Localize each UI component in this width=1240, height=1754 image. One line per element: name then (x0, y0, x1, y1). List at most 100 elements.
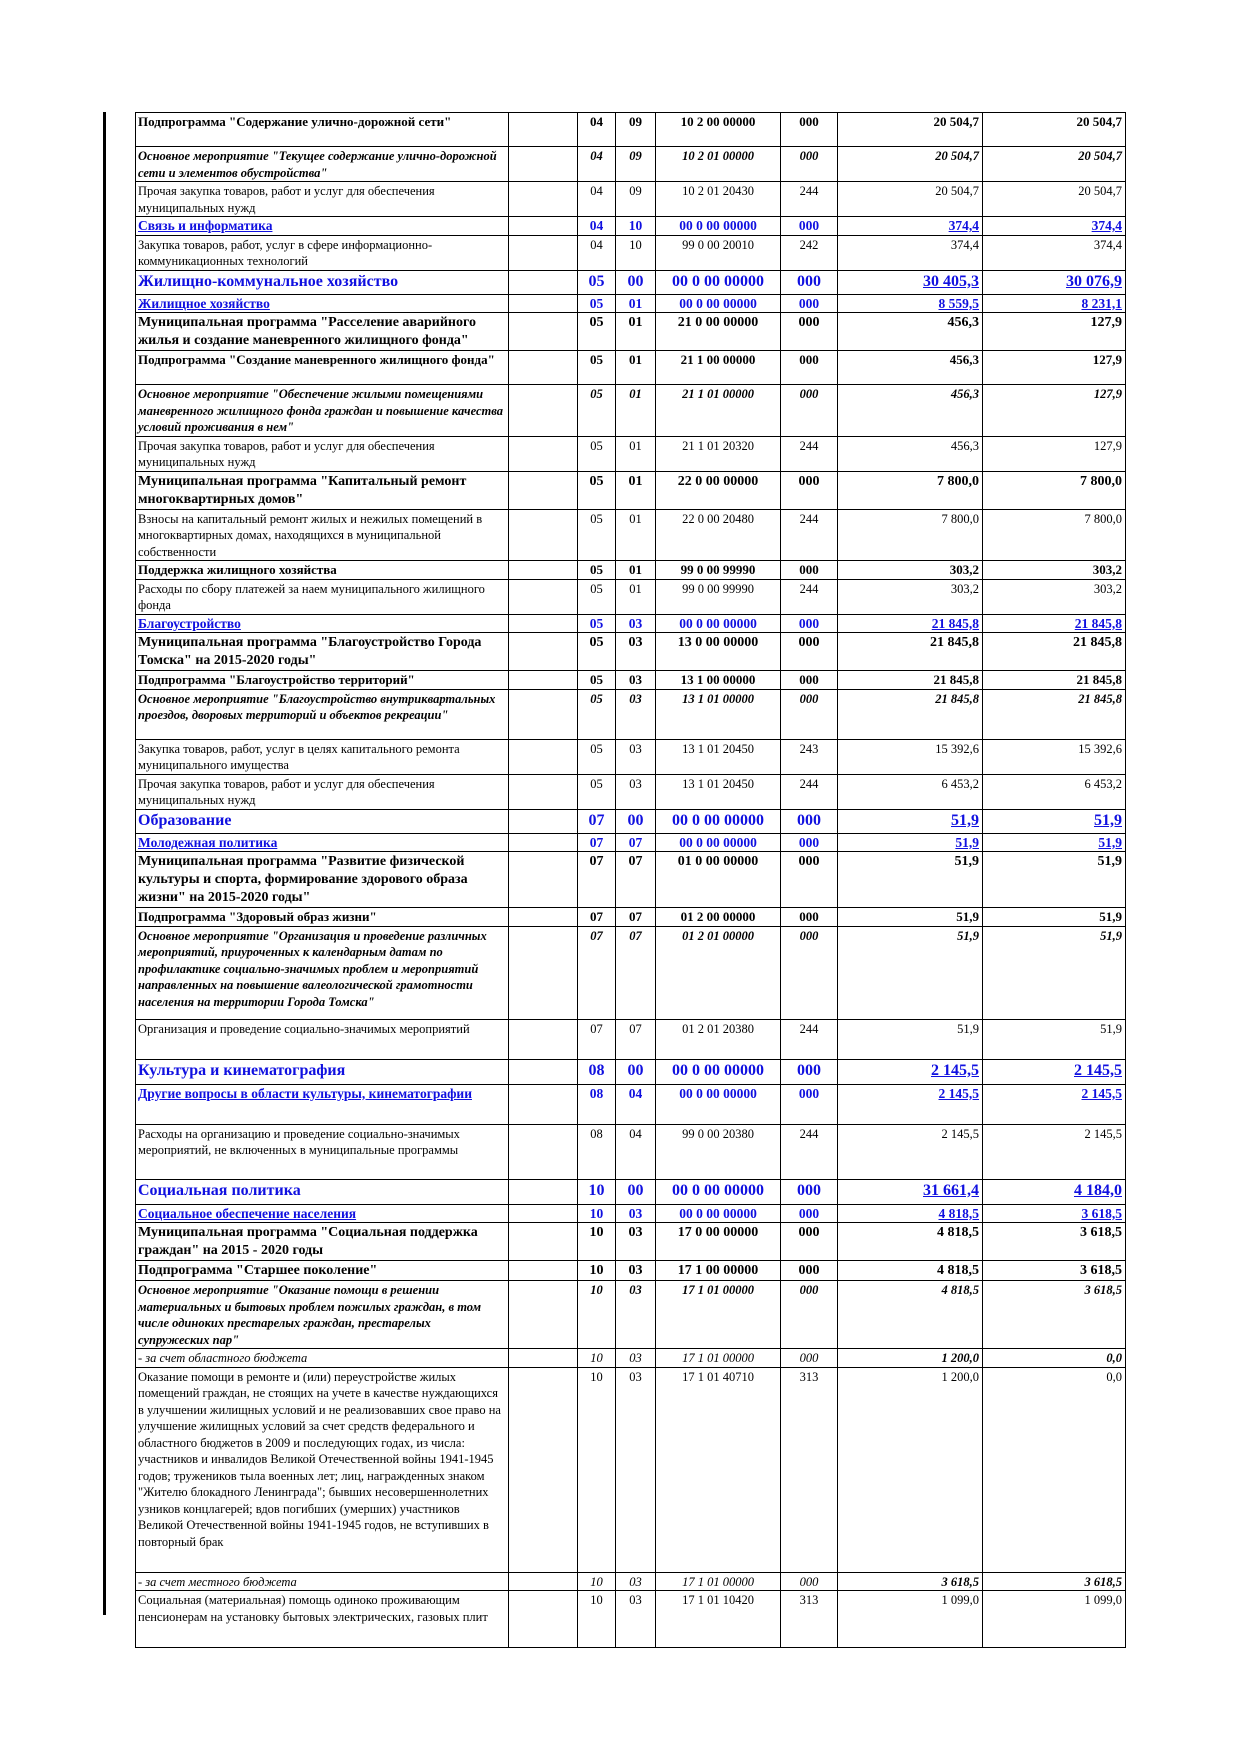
blank-cell (508, 508, 578, 561)
section-code: 08 (577, 1083, 616, 1125)
amount-executed: 7 800,0 (982, 470, 1126, 510)
target-article-code: 00 0 00 00000 (655, 1203, 781, 1223)
expense-type-code: 000 (780, 216, 838, 236)
section-code: 05 (577, 560, 616, 580)
amount-plan: 20 504,7 (837, 112, 983, 147)
table-row: Муниципальная программа "Социальная подд… (135, 1222, 1126, 1261)
amount-plan: 374,4 (837, 234, 983, 271)
amount-executed: 4 184,0 (982, 1178, 1126, 1205)
table-row: Подпрограмма "Содержание улично-дорожной… (135, 112, 1126, 147)
amount-plan: 21 845,8 (837, 688, 983, 740)
section-code: 04 (577, 146, 616, 182)
section-code: 10 (577, 1203, 616, 1223)
amount-plan: 4 818,5 (837, 1222, 983, 1261)
amount-executed: 374,4 (982, 234, 1126, 271)
section-code: 05 (577, 578, 616, 615)
row-name: Связь и информатика (135, 216, 509, 236)
expense-type-code: 243 (780, 738, 838, 775)
expense-type-code: 244 (780, 181, 838, 217)
amount-executed: 374,4 (982, 216, 1126, 236)
table-row: Основное мероприятие "Организация и пров… (135, 925, 1126, 1020)
target-article-code: 17 1 01 00000 (655, 1280, 781, 1349)
blank-cell (508, 146, 578, 182)
blank-cell (508, 350, 578, 385)
table-row: Муниципальная программа "Благоустройство… (135, 632, 1126, 671)
expense-type-code: 000 (780, 907, 838, 927)
section-code: 08 (577, 1058, 616, 1085)
blank-cell (508, 470, 578, 510)
amount-executed: 7 800,0 (982, 508, 1126, 561)
target-article-code: 13 0 00 00000 (655, 632, 781, 671)
table-row: Закупка товаров, работ, услуг в целях ка… (135, 738, 1126, 775)
section-code: 05 (577, 470, 616, 510)
target-article-code: 22 0 00 20480 (655, 508, 781, 561)
table-row: Социальная политика 10 00 00 0 00 00000 000 3… (135, 1178, 1126, 1205)
section-code: 04 (577, 234, 616, 271)
blank-cell (508, 851, 578, 908)
amount-executed: 15 392,6 (982, 738, 1126, 775)
target-article-code: 17 0 00 00000 (655, 1222, 781, 1261)
subsection-code: 03 (615, 738, 656, 775)
target-article-code: 01 2 01 00000 (655, 925, 781, 1020)
expense-type-code: 244 (780, 435, 838, 472)
row-name: Основное мероприятие "Оказание помощи в … (135, 1280, 509, 1349)
expense-type-code: 000 (780, 851, 838, 908)
table-row: Молодежная политика 07 07 00 0 00 00000 000 5… (135, 832, 1126, 852)
subsection-code: 07 (615, 1018, 656, 1060)
amount-plan: 21 845,8 (837, 613, 983, 633)
target-article-code: 00 0 00 00000 (655, 1083, 781, 1125)
target-article-code: 00 0 00 00000 (655, 216, 781, 236)
section-code: 07 (577, 808, 616, 834)
subsection-code: 04 (615, 1083, 656, 1125)
subsection-code: 03 (615, 632, 656, 671)
subsection-code: 01 (615, 560, 656, 580)
blank-cell (508, 808, 578, 834)
subsection-code: 10 (615, 234, 656, 271)
expense-type-code: 242 (780, 234, 838, 271)
subsection-code: 01 (615, 293, 656, 313)
row-name: Основное мероприятие "Текущее содержание… (135, 146, 509, 182)
row-name: Социальная политика (135, 1178, 509, 1205)
blank-cell (508, 1590, 578, 1648)
amount-executed: 6 453,2 (982, 773, 1126, 810)
amount-plan: 2 145,5 (837, 1123, 983, 1180)
row-name: Подпрограмма "Содержание улично-дорожной… (135, 112, 509, 147)
blank-cell (508, 112, 578, 147)
row-name: Закупка товаров, работ, услуг в сфере ин… (135, 234, 509, 271)
expense-type-code: 000 (780, 1571, 838, 1591)
row-name: Муниципальная программа "Благоустройство… (135, 632, 509, 671)
amount-plan: 20 504,7 (837, 181, 983, 217)
row-name: Прочая закупка товаров, работ и услуг дл… (135, 773, 509, 810)
table-row: Муниципальная программа "Расселение авар… (135, 312, 1126, 351)
target-article-code: 13 1 01 00000 (655, 688, 781, 740)
amount-executed: 51,9 (982, 832, 1126, 852)
target-article-code: 99 0 00 20010 (655, 234, 781, 271)
table-row: Жилищно-коммунальное хозяйство 05 00 00 0 0… (135, 269, 1126, 295)
amount-plan: 51,9 (837, 1018, 983, 1060)
amount-plan: 1 200,0 (837, 1366, 983, 1573)
amount-executed: 51,9 (982, 907, 1126, 927)
row-name: Подпрограмма "Создание маневренного жили… (135, 350, 509, 385)
expense-type-code: 244 (780, 1018, 838, 1060)
amount-executed: 127,9 (982, 350, 1126, 385)
blank-cell (508, 1123, 578, 1180)
row-name: Социальное обеспечение населения (135, 1203, 509, 1223)
table-row: Основное мероприятие "Текущее содержание… (135, 146, 1126, 182)
subsection-code: 03 (615, 1280, 656, 1349)
subsection-code: 01 (615, 350, 656, 385)
blank-cell (508, 293, 578, 313)
row-name: Закупка товаров, работ, услуг в целях ка… (135, 738, 509, 775)
row-name: Расходы на организацию и проведение соци… (135, 1123, 509, 1180)
blank-cell (508, 312, 578, 351)
amount-executed: 0,0 (982, 1366, 1126, 1573)
amount-executed: 21 845,8 (982, 632, 1126, 671)
amount-executed: 21 845,8 (982, 613, 1126, 633)
row-name: Поддержка жилищного хозяйства (135, 560, 509, 580)
table-row: Другие вопросы в области культуры, кинем… (135, 1083, 1126, 1125)
subsection-code: 00 (615, 1178, 656, 1205)
subsection-code: 07 (615, 851, 656, 908)
amount-plan: 51,9 (837, 832, 983, 852)
expense-type-code: 000 (780, 925, 838, 1020)
expense-type-code: 000 (780, 808, 838, 834)
blank-cell (508, 738, 578, 775)
